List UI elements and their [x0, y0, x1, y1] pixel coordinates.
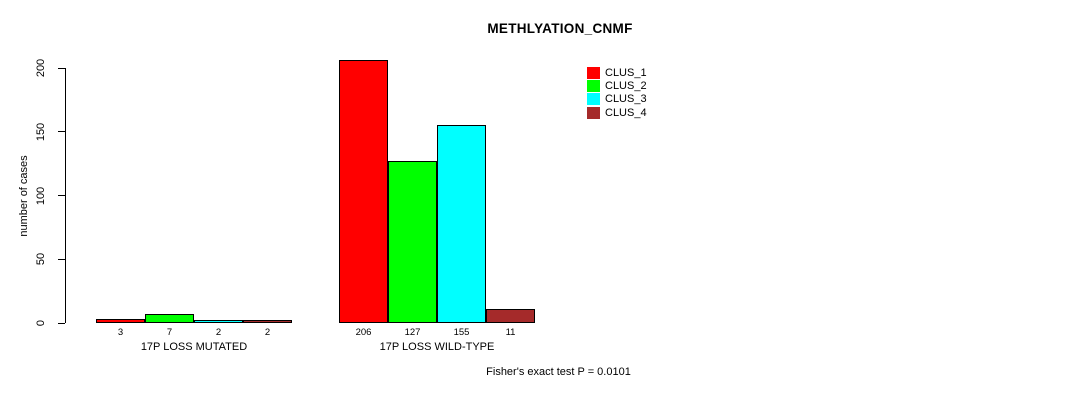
legend-label: CLUS_2	[605, 79, 647, 92]
y-tick-label: 50	[35, 253, 47, 266]
legend-swatch	[587, 66, 600, 79]
bar-clus_2	[145, 314, 194, 323]
bar-value-label: 155	[453, 327, 470, 338]
y-tick-label: 200	[35, 58, 47, 78]
fisher-test-annotation: Fisher's exact test P = 0.0101	[486, 366, 631, 378]
legend-swatch	[587, 79, 600, 92]
legend-label: CLUS_3	[605, 93, 647, 106]
legend-item-clus_1: CLUS_1	[587, 66, 647, 79]
bar-clus_4	[486, 308, 535, 323]
legend-label: CLUS_4	[605, 106, 647, 119]
y-tick-mark	[58, 258, 65, 260]
y-axis-label: number of cases	[18, 155, 30, 237]
legend-item-clus_3: CLUS_3	[587, 93, 647, 106]
legend-item-clus_4: CLUS_4	[587, 106, 647, 119]
legend-label: CLUS_1	[605, 66, 647, 79]
bar-clus_2	[388, 161, 437, 323]
group-label: 17P LOSS WILD-TYPE	[379, 341, 495, 353]
y-tick-mark	[58, 195, 65, 196]
y-tick-label: 100	[35, 186, 47, 205]
bar-value-label: 2	[264, 327, 271, 338]
legend: CLUS_1 CLUS_2 CLUS_3 CLUS_4	[587, 66, 647, 119]
y-tick-mark	[58, 131, 65, 133]
bar-value-label: 11	[505, 327, 516, 338]
legend-swatch	[587, 106, 600, 119]
bar-clus_3	[194, 320, 243, 323]
bar-value-label: 7	[166, 327, 173, 338]
bar-value-label: 2	[215, 327, 222, 338]
y-tick-mark	[58, 67, 65, 69]
bar-value-label: 3	[117, 327, 124, 338]
y-tick-label: 150	[35, 122, 47, 141]
y-tick-label: 0	[35, 319, 47, 327]
group-label: 17P LOSS MUTATED	[140, 341, 248, 353]
bar-value-label: 206	[355, 327, 372, 338]
legend-swatch	[587, 93, 600, 106]
y-tick-mark	[58, 322, 65, 324]
y-axis-line	[65, 68, 66, 323]
bar-clus_1	[96, 319, 145, 323]
bar-clus_4	[243, 320, 292, 323]
legend-item-clus_2: CLUS_2	[587, 79, 647, 92]
bar-clus_1	[339, 60, 388, 323]
bar-value-label: 127	[404, 327, 421, 338]
chart-title: METHLYATION_CNMF	[487, 21, 633, 36]
bar-clus_3	[437, 125, 486, 323]
